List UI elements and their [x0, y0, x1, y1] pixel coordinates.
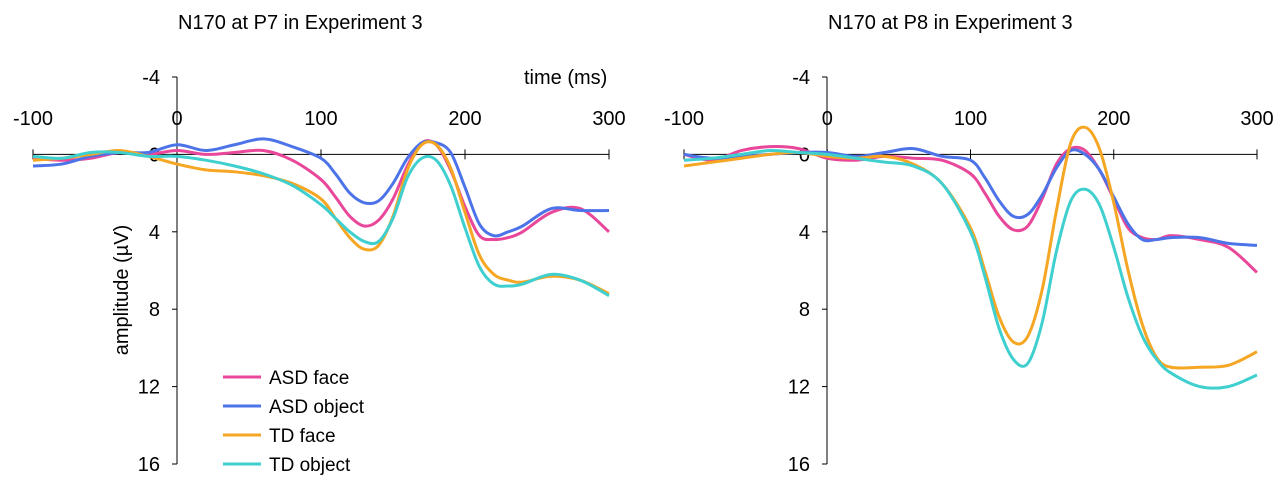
x-tick-label: -100	[664, 108, 704, 130]
y-tick-label: 0	[799, 144, 810, 166]
x-axis-label: time (ms)	[524, 67, 607, 89]
x-tick-label: 100	[304, 108, 337, 130]
y-axis-label: amplitude (µV)	[111, 225, 133, 355]
y-tick-label: 12	[138, 377, 160, 399]
y-tick-label: 8	[799, 299, 810, 321]
series-line-td-object	[683, 148, 1258, 390]
legend-label-asd-object: ASD object	[269, 397, 365, 418]
y-tick-label: 16	[788, 454, 810, 476]
series-line-asd-face	[683, 145, 1259, 274]
chart-p8: N170 at P8 in Experiment 3 -100 0 100 200 30…	[664, 12, 1274, 476]
y-tick-label: 8	[149, 299, 160, 321]
y-tick-label: 16	[138, 454, 160, 476]
legend-label-asd-face: ASD face	[269, 368, 349, 389]
series-line-td-face	[32, 140, 610, 296]
y-tick-label: 4	[149, 222, 160, 244]
x-tick-label: 300	[1240, 108, 1273, 130]
series-line-asd-object	[32, 137, 610, 238]
legend: ASD face ASD object TD face TD object	[223, 368, 365, 476]
x-tick-label: 300	[592, 108, 625, 130]
y-tick-label: 4	[799, 222, 810, 244]
x-tick-label: -100	[13, 108, 53, 130]
x-tick-label: 200	[448, 108, 481, 130]
legend-label-td-face: TD face	[269, 426, 336, 447]
series-line-td-face	[683, 125, 1258, 370]
chart-title-p8: N170 at P8 in Experiment 3	[828, 12, 1073, 34]
legend-label-td-object: TD object	[269, 455, 351, 476]
x-tick-label: 0	[822, 108, 833, 130]
series-line-asd-face	[32, 139, 610, 242]
x-tick-label: 0	[171, 108, 182, 130]
chart-p7: N170 at P7 in Experiment 3 time (ms) amp…	[13, 12, 626, 476]
series-line-td-object	[32, 150, 610, 297]
y-tick-label: -4	[142, 67, 160, 89]
x-tick-label: 100	[954, 108, 987, 130]
chart-title-p7: N170 at P7 in Experiment 3	[178, 12, 423, 34]
y-tick-label: 12	[788, 377, 810, 399]
x-tick-label: 200	[1097, 108, 1130, 130]
y-tick-label: -4	[792, 67, 810, 89]
